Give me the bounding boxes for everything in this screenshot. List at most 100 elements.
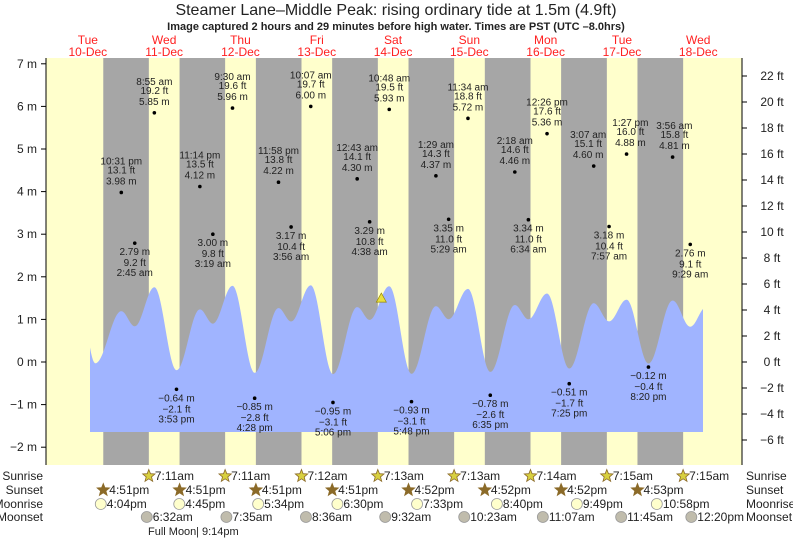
- y-tick-label-m: −2 m: [10, 440, 37, 454]
- extreme-dot: [387, 107, 392, 112]
- sun-rise-icon: [446, 468, 462, 483]
- moonrise-event: 5:34pm: [252, 497, 304, 511]
- extreme-time: 3:53 pm: [158, 414, 194, 425]
- extreme-m: −0.12 m: [630, 371, 666, 382]
- extreme-ft: 9.1 ft: [679, 259, 701, 270]
- extreme-dot: [132, 241, 137, 245]
- day-label-date: 13-Dec: [297, 45, 336, 59]
- extreme-dot: [308, 104, 313, 109]
- day-label-date: 10-Dec: [69, 45, 108, 59]
- moon-rise-icon: [411, 498, 423, 510]
- extreme-ft: 11.0 ft: [435, 234, 462, 245]
- sunrise-event: 7:13am: [370, 468, 424, 483]
- extreme-time: 6:35 pm: [472, 420, 508, 431]
- sunset-time: 4:52pm: [567, 483, 607, 497]
- extreme-ft: 15.8 ft: [660, 130, 688, 141]
- extreme-dot: [591, 164, 596, 168]
- y-tick-label-ft: 16 ft: [760, 147, 784, 161]
- sunrise-row-label: Sunrise: [2, 469, 43, 483]
- extreme-m: 5.85 m: [139, 97, 170, 108]
- sun-set-icon: [172, 482, 187, 497]
- extreme-time: 2:45 am: [117, 268, 153, 279]
- y-tick-label-ft: 22 ft: [760, 69, 784, 83]
- moon-rise-icon: [173, 498, 186, 510]
- extreme-ft: −0.4 ft: [634, 382, 662, 393]
- extreme-dot: [211, 232, 215, 236]
- tide-extreme-low: 2.76 m9.1 ft9:29 am: [672, 242, 708, 280]
- extreme-time: 8:55 am: [136, 77, 172, 88]
- moon-set-icon: [140, 511, 153, 523]
- extreme-m: 4.30 m: [342, 163, 373, 174]
- extreme-m: −0.78 m: [472, 399, 508, 410]
- extreme-ft: −1.7 ft: [555, 399, 583, 410]
- moon-set-icon: [536, 511, 549, 523]
- tide-extreme-low: 3.34 m11.0 ft6:34 am: [510, 217, 546, 256]
- extreme-dot: [289, 225, 293, 229]
- sunrise-event: 7:11am: [141, 468, 194, 483]
- extreme-m: 2.76 m: [675, 248, 706, 259]
- y-tick-label-ft: 18 ft: [760, 121, 784, 135]
- sunrise-event: 7:12am: [294, 468, 348, 483]
- day-labels: Tue10-DecWed11-DecThu12-DecFri13-DecSat1…: [69, 33, 718, 59]
- extreme-dot: [624, 152, 629, 156]
- sunrise-time: 7:12am: [307, 469, 347, 483]
- extreme-dot: [355, 177, 359, 181]
- sunset-time: 4:53pm: [643, 483, 683, 497]
- day-label-date: 16-Dec: [526, 45, 565, 59]
- y-tick-label-ft: −4 ft: [760, 407, 784, 421]
- moon-set-icon: [685, 511, 698, 523]
- sun-set-icon: [248, 482, 264, 497]
- day-label-dow: Thu: [230, 33, 251, 47]
- extreme-ft: 19.7 ft: [297, 79, 325, 90]
- extreme-dot: [119, 190, 124, 195]
- extreme-m: 4.88 m: [615, 138, 646, 149]
- extreme-dot: [331, 400, 335, 405]
- tide-extreme-low: −0.78 m−2.6 ft6:35 pm: [472, 393, 508, 431]
- day-label-dow: Tue: [78, 33, 99, 47]
- sunrise-time: 7:11am: [231, 469, 270, 483]
- extreme-m: −0.93 m: [393, 406, 429, 417]
- extreme-m: 5.96 m: [217, 92, 248, 103]
- extreme-dot: [607, 224, 611, 229]
- moonset-time: 6:32am: [153, 510, 193, 524]
- moonrise-event: 8:40pm: [491, 497, 543, 511]
- y-tick-label-m: 5 m: [17, 142, 37, 156]
- moonrise-row-label-right: Moonrise: [746, 497, 793, 511]
- moonset-time: 12:20pm: [697, 510, 744, 524]
- extreme-time: 2:18 am: [497, 136, 533, 147]
- sun-rise-icon: [294, 468, 309, 483]
- moonrise-time: 10:58pm: [663, 497, 710, 511]
- day-label-dow: Sat: [384, 33, 403, 47]
- moonset-event: 12:20pm: [685, 510, 744, 524]
- sun-set-icon: [324, 482, 340, 497]
- y-tick-label-m: −1 m: [10, 398, 37, 412]
- sunrise-time: 7:15am: [689, 469, 729, 483]
- moon-set-icon: [379, 511, 392, 523]
- extreme-time: 4:28 pm: [237, 423, 273, 434]
- moonset-event: 10:23am: [458, 510, 517, 524]
- sunrise-time: 7:15am: [613, 469, 653, 483]
- extreme-ft: 11.0 ft: [515, 235, 542, 246]
- sunset-time: 4:51pm: [262, 483, 302, 497]
- sunrise-event: 7:11am: [217, 468, 270, 483]
- sun-set-icon: [96, 482, 111, 497]
- y-tick-label-m: 0 m: [17, 355, 37, 369]
- extreme-ft: 13.1 ft: [107, 165, 135, 176]
- tide-extreme-low: 3.00 m9.8 ft3:19 am: [195, 232, 231, 270]
- extreme-m: 3.34 m: [513, 224, 544, 235]
- moonset-event: 7:35am: [220, 510, 272, 524]
- sun-set-icon: [553, 482, 569, 497]
- sunrise-time: 7:13am: [384, 469, 424, 483]
- y-tick-label-m: 6 m: [17, 99, 37, 113]
- extreme-ft: 17.6 ft: [533, 107, 561, 118]
- extreme-m: −0.95 m: [315, 406, 351, 417]
- moonset-time: 9:32am: [391, 510, 431, 524]
- extreme-dot: [646, 365, 651, 369]
- extreme-time: 9:29 am: [672, 269, 708, 280]
- y-tick-label-m: 3 m: [17, 227, 37, 241]
